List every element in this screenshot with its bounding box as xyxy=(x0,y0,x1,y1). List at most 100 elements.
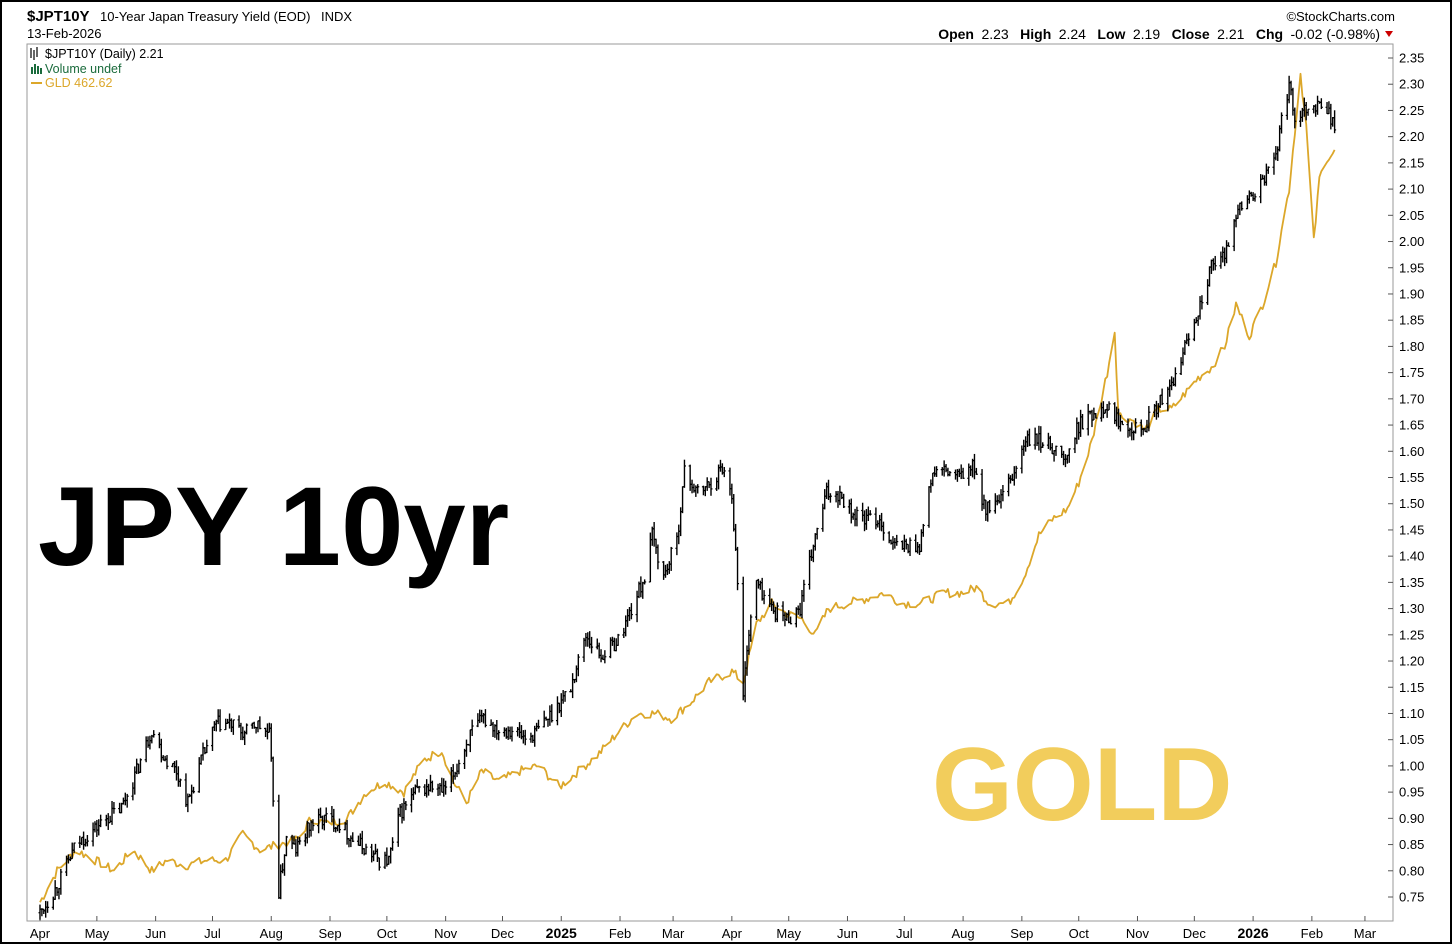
ohlc-bar xyxy=(815,527,819,540)
y-tick-label: 1.05 xyxy=(1399,732,1424,747)
ohlc-bar xyxy=(455,763,459,778)
x-tick-label: Aug xyxy=(260,926,283,941)
ohlc-bar xyxy=(942,460,946,477)
y-tick-label: 1.35 xyxy=(1399,575,1424,590)
ohlc-bar xyxy=(1158,394,1162,408)
symbol-description: 10-Year Japan Treasury Yield (EOD) xyxy=(100,9,311,24)
x-tick-label: Mar xyxy=(1354,926,1377,941)
ohlc-bar xyxy=(375,848,379,862)
ohlc-bar xyxy=(53,880,57,900)
ohlc-bar xyxy=(984,499,988,521)
ohlc-bar xyxy=(1033,427,1037,450)
ohlc-bar xyxy=(561,690,565,704)
ohlc-bar xyxy=(1211,258,1215,271)
ohlc-bar xyxy=(265,723,269,740)
ohlc-bar xyxy=(916,541,920,554)
ohlc-bar xyxy=(1291,87,1295,116)
ohlc-bar xyxy=(1120,420,1124,426)
series-layer xyxy=(38,72,1337,920)
ohlc-bar xyxy=(93,821,97,833)
ohlc-bar xyxy=(823,489,827,510)
ohlc-bar xyxy=(1007,473,1011,497)
close-value: 2.21 xyxy=(1217,26,1244,42)
ohlc-bar xyxy=(1333,110,1337,134)
ohlc-bar xyxy=(284,835,288,857)
ohlc-bar xyxy=(464,739,468,757)
ohlc-bar xyxy=(483,709,487,728)
legend-main: $JPT10Y (Daily) 2.21 xyxy=(45,47,164,61)
ohlc-bar xyxy=(80,836,84,846)
ohlc-bar xyxy=(1060,445,1064,458)
ohlc-bar xyxy=(358,833,362,847)
ohlc-bar xyxy=(508,726,512,740)
x-tick-label: Nov xyxy=(1126,926,1150,941)
y-tick-label: 1.95 xyxy=(1399,260,1424,275)
ohlc-bar xyxy=(1226,242,1230,247)
ohlc-bar xyxy=(152,730,156,738)
ohlc-bar xyxy=(1219,251,1223,269)
ohlc-bar xyxy=(529,732,533,743)
ohlc-bar xyxy=(516,727,520,737)
ohlc-bar xyxy=(91,822,95,847)
x-tick-label: Apr xyxy=(30,926,51,941)
ohlc-bar xyxy=(1067,448,1071,463)
ohlc-bar xyxy=(112,802,116,814)
x-tick-label: Feb xyxy=(609,926,631,941)
ohlc-bar xyxy=(1001,485,1005,502)
y-tick-label: 0.85 xyxy=(1399,837,1424,852)
ohlc-bar xyxy=(497,730,501,741)
ohlc-bar xyxy=(864,509,868,530)
ohlc-bar xyxy=(656,544,660,570)
y-tick-label: 1.60 xyxy=(1399,444,1424,459)
ohlc-bar xyxy=(692,483,696,493)
ohlc-bar xyxy=(57,887,61,900)
ohlc-bar xyxy=(851,512,855,520)
ohlc-bar xyxy=(974,467,978,475)
ohlc-bar xyxy=(159,738,163,763)
ohlc-bar xyxy=(1289,80,1293,96)
ohlc-bar xyxy=(1200,295,1204,310)
ohlc-bar xyxy=(874,507,878,530)
ohlc-bar xyxy=(1272,152,1276,175)
symbol: $JPT10Y xyxy=(27,8,90,25)
ohlc-bar xyxy=(197,757,201,793)
plot-area xyxy=(26,43,1394,922)
ohlc-bar xyxy=(176,766,180,787)
ohlc-bar xyxy=(491,721,495,738)
ohlc-bar xyxy=(838,485,842,506)
ohlc-bar xyxy=(502,727,506,737)
annotation-gold: GOLD xyxy=(932,727,1232,843)
y-axis: 0.75 0.80 0.85 0.90 0.95 1.00 1.05 1.10 1.15 1.20… xyxy=(1388,51,1424,905)
ohlc-bar xyxy=(703,486,707,497)
ohlc-bar xyxy=(336,825,340,832)
ohlc-bar xyxy=(148,735,152,750)
ohlc-bar xyxy=(1054,445,1058,456)
ohlc-bar xyxy=(457,759,461,775)
ohlc-bar xyxy=(201,742,205,761)
volume-legend-icon xyxy=(31,64,42,74)
ohlc-bar xyxy=(1012,466,1016,486)
y-tick-label: 1.55 xyxy=(1399,470,1424,485)
ohlc-bar xyxy=(59,868,63,895)
ohlc-bar xyxy=(1065,454,1069,464)
ohlc-bar xyxy=(576,654,580,677)
ohlc-bar xyxy=(582,637,586,662)
ohlc-bar xyxy=(82,831,86,850)
y-tick-label: 1.85 xyxy=(1399,313,1424,328)
ohlc-bar xyxy=(1221,246,1225,263)
ohlc-bar xyxy=(267,722,271,733)
ohlc-bar xyxy=(847,499,851,514)
y-tick-label: 0.75 xyxy=(1399,890,1424,905)
y-tick-label: 2.00 xyxy=(1399,234,1424,249)
ohlc-bar xyxy=(97,819,101,836)
ohlc-bar xyxy=(1306,108,1310,116)
ohlc-bar xyxy=(372,850,376,862)
ohlc-bar xyxy=(800,589,804,619)
ohlc-bar xyxy=(470,719,474,737)
ohlc-bar xyxy=(425,779,429,798)
open-label: Open xyxy=(938,26,974,42)
ohlc-bar xyxy=(796,605,800,615)
ohlc-bar xyxy=(192,786,196,794)
ohlc-bar xyxy=(654,538,658,554)
x-tick-label: Mar xyxy=(662,926,685,941)
